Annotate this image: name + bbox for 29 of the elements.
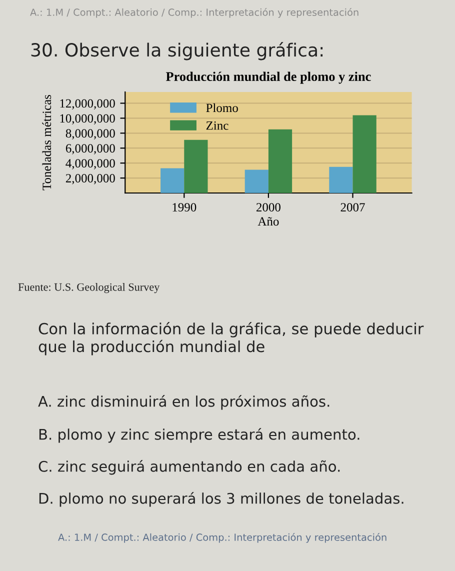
y-tick-label: 4,000,000 xyxy=(66,159,115,170)
bar xyxy=(329,166,353,193)
chart-title: Producción mundial de plomo y zinc xyxy=(166,72,371,84)
x-tick-label: 1990 xyxy=(172,203,196,212)
text: 30. Observe la siguiente gráfica: xyxy=(31,42,323,60)
text: B. plomo y zinc siempre estará en aumento. xyxy=(39,428,360,443)
x-axis-title: Año xyxy=(258,217,279,226)
bar xyxy=(184,140,208,193)
y-axis-title: Toneladas métricas xyxy=(42,94,52,190)
x-tick-label: 2007 xyxy=(340,203,365,212)
text: A. zinc disminuirá en los próximos años. xyxy=(38,395,330,410)
source-note: Fuente: U.S. Geological Survey xyxy=(18,283,160,294)
y-tick-label: 10,000,000 xyxy=(60,114,115,124)
text: C. zinc seguirá aumentando en cada año. xyxy=(38,460,340,475)
legend-label: Zinc xyxy=(206,121,228,130)
x-tick-label: 2000 xyxy=(256,203,280,212)
text: Con la información de la gráfica, se puede deducir que la producción mundial de xyxy=(38,322,424,356)
bar xyxy=(268,129,292,193)
y-tick-label: 2,000,000 xyxy=(66,174,115,184)
bar xyxy=(160,168,184,193)
text: D. plomo no superará los 3 millones de toneladas. xyxy=(39,492,404,507)
legend-label: Plomo xyxy=(206,103,238,112)
bar xyxy=(244,170,268,193)
y-tick-label: 8,000,000 xyxy=(66,129,115,140)
bar xyxy=(352,115,376,193)
y-tick-label: 12,000,000 xyxy=(60,99,115,110)
text: A.: 1.M / Compt.: Aleatorio / Comp.: Interpretación y representación xyxy=(30,8,358,18)
y-tick-label: 6,000,000 xyxy=(66,144,115,154)
text: A.: 1.M / Compt.: Aleatorio / Comp.: Interpretación y representación xyxy=(58,533,386,543)
